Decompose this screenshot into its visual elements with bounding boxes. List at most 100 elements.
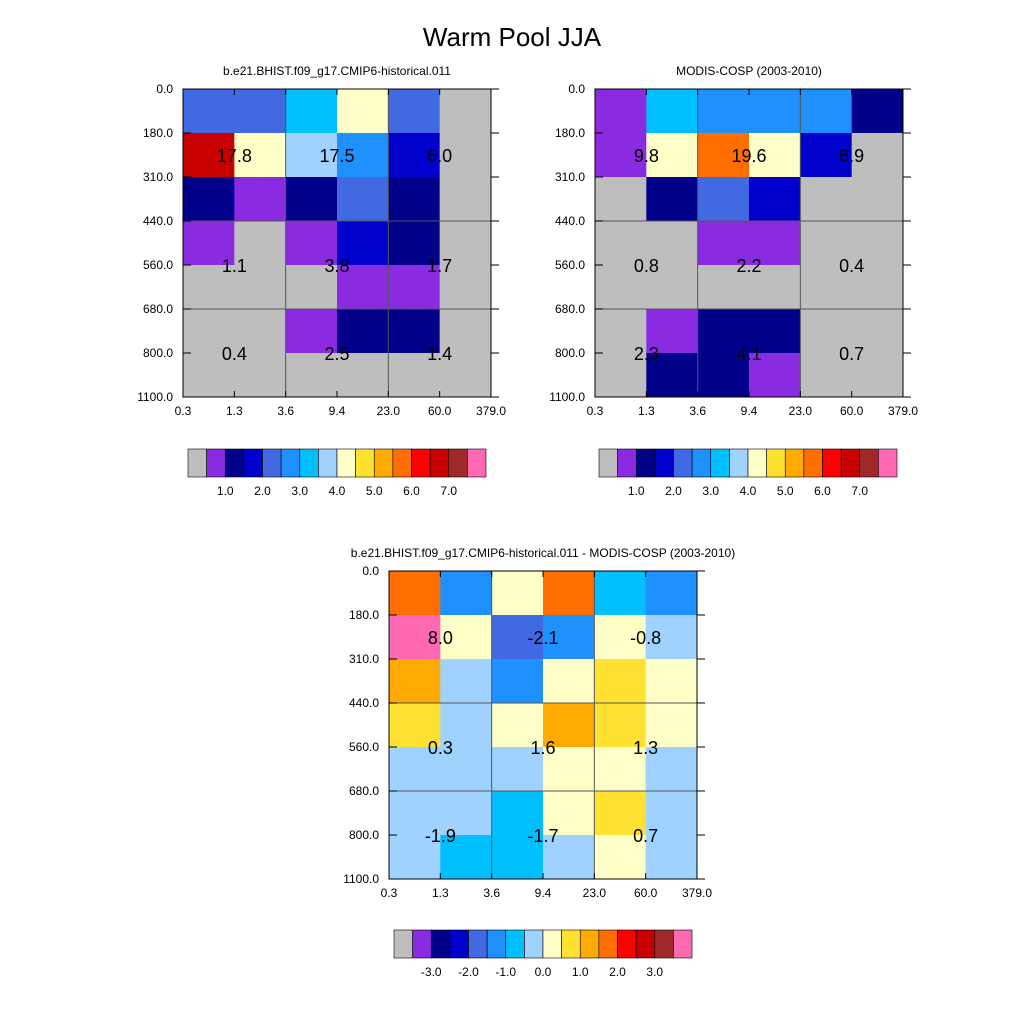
heatmap-cell: [851, 132, 904, 178]
colorbar-swatch: [878, 448, 898, 478]
heatmap-cell: [749, 89, 801, 134]
heatmap-cell: [595, 308, 647, 354]
y-tick-label: 560.0: [143, 258, 173, 272]
heatmap-cell: [595, 89, 647, 134]
heatmap-cell: [543, 571, 595, 616]
summary-value: 17.5: [319, 146, 354, 166]
heatmap-cell: [337, 264, 389, 310]
heatmap-cell: [439, 352, 492, 398]
heatmap-cell: [800, 132, 853, 178]
heatmap-cell: [697, 264, 750, 310]
heatmap-cell: [234, 220, 287, 266]
colorbar-swatch: [598, 929, 618, 959]
x-tick-label: 0.3: [175, 404, 192, 418]
colorbar-label: 6.0: [403, 484, 420, 498]
heatmap-panel-2: MODIS-COSP (2003-2010) 9.8 19.6 6.9 0.8 2.2 0.…: [549, 64, 918, 498]
heatmap-cell: [439, 132, 492, 178]
heatmap-cell: [234, 177, 287, 222]
heatmap-cell: [439, 177, 492, 222]
summary-value: 0.3: [428, 738, 453, 758]
y-tick-label: 560.0: [349, 740, 379, 754]
heatmap-cell: [800, 352, 853, 398]
heatmap-cell: [697, 308, 750, 354]
y-tick-label: 310.0: [349, 652, 379, 666]
heatmap-cell: [285, 308, 338, 354]
heatmap-cell: [594, 790, 647, 836]
heatmap-cell: [594, 571, 647, 616]
colorbar-label: 0.0: [535, 965, 552, 979]
colorbar-swatch: [859, 448, 879, 478]
summary-value: 9.8: [634, 146, 659, 166]
colorbar-swatch: [524, 929, 544, 959]
heatmap-cell: [440, 834, 493, 880]
heatmap-cell: [285, 89, 338, 134]
heatmap-cell: [594, 746, 647, 792]
heatmap-cell: [595, 352, 647, 398]
heatmap-cell: [595, 220, 647, 266]
x-tick-label: 1.3: [226, 404, 243, 418]
y-tick-label: 310.0: [555, 170, 585, 184]
heatmap-cell: [800, 264, 853, 310]
heatmap-cell: [749, 177, 801, 222]
summary-value: 0.8: [634, 256, 659, 276]
colorbar: -3.0 -2.0 -1.0 0.0 1.0 2.0 3.0: [393, 929, 693, 979]
colorbar-swatch: [784, 448, 805, 478]
colorbar-swatch: [729, 448, 749, 478]
heatmap-cell: [389, 790, 441, 836]
summary-value: 1.6: [530, 738, 555, 758]
heatmap-cell: [234, 264, 287, 310]
heatmap-cell: [491, 571, 544, 616]
heatmap-cell: [800, 308, 853, 354]
heatmap-cell: [595, 177, 647, 222]
heatmap-cell: [285, 177, 338, 222]
heatmap-cell: [594, 834, 647, 880]
colorbar-swatch: [673, 929, 693, 959]
colorbar-swatch: [393, 929, 413, 959]
summary-value: 19.6: [731, 146, 766, 166]
colorbar-swatch: [579, 929, 600, 959]
heatmap-cell: [183, 308, 235, 354]
summary-value: -2.1: [527, 628, 558, 648]
summary-value: 6.9: [839, 146, 864, 166]
summary-value: 6.0: [427, 146, 452, 166]
heatmap-cell: [645, 702, 698, 748]
colorbar-swatch: [766, 448, 786, 478]
colorbar-swatch: [187, 448, 207, 478]
heatmap-cell: [594, 659, 647, 704]
heatmap-cell: [337, 132, 389, 178]
colorbar-label: 4.0: [740, 484, 757, 498]
heatmap-cell: [285, 132, 338, 178]
summary-value: -0.8: [630, 628, 661, 648]
heatmap-cell: [491, 746, 544, 792]
heatmap-cell: [285, 220, 338, 266]
heatmap-cell: [749, 264, 801, 310]
summary-value: 1.1: [222, 256, 247, 276]
y-tick-label: 0.0: [362, 564, 379, 578]
y-tick-label: 800.0: [349, 828, 379, 842]
x-tick-label: 60.0: [840, 404, 864, 418]
colorbar-swatch: [822, 448, 842, 478]
colorbar-swatch: [224, 448, 245, 478]
colorbar-label: 3.0: [291, 484, 308, 498]
x-tick-label: 3.6: [277, 404, 294, 418]
colorbar-label: 2.0: [665, 484, 682, 498]
y-tick-label: 1100.0: [137, 390, 173, 404]
heatmap-cell: [749, 220, 801, 266]
heatmap-cell: [491, 790, 544, 836]
heatmap-cell: [646, 352, 699, 398]
heatmap-cell: [749, 132, 801, 178]
summary-value: 2.5: [324, 344, 349, 364]
heatmap-cell: [389, 571, 441, 616]
heatmap-cell: [337, 220, 389, 266]
colorbar-label: 7.0: [440, 484, 457, 498]
heatmap-cell: [439, 89, 492, 134]
colorbar-swatch: [429, 448, 450, 478]
colorbar-swatch: [449, 929, 469, 959]
colorbar-swatch: [617, 929, 637, 959]
heatmap-cell: [439, 308, 492, 354]
colorbar-label: -1.0: [495, 965, 516, 979]
y-tick-label: 1100.0: [549, 390, 585, 404]
heatmap-cell: [389, 614, 441, 660]
x-tick-label: 3.6: [689, 404, 706, 418]
heatmap-cell: [183, 220, 235, 266]
